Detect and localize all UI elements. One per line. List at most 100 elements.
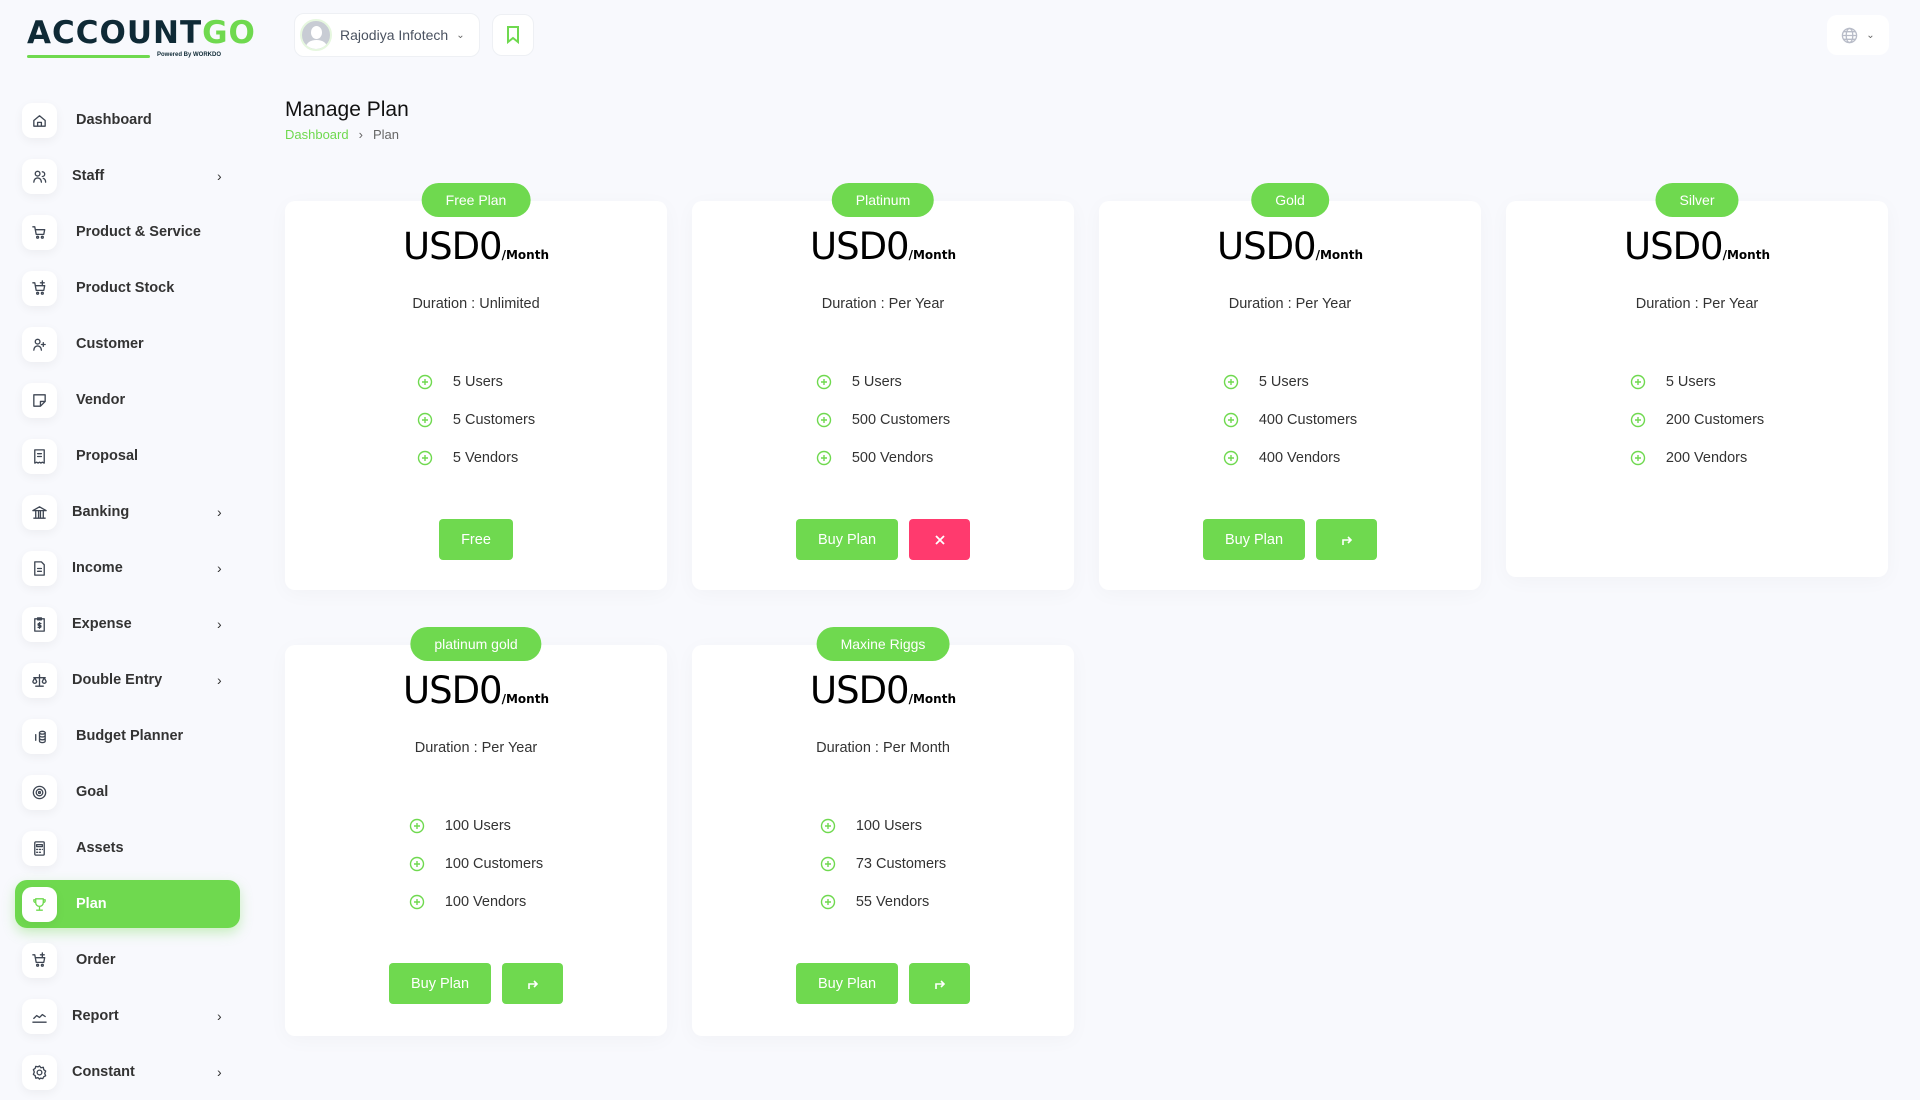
list-item: 400 Vendors [1223,439,1357,477]
plan-features: 100 Users 73 Customers 55 Vendors [692,807,1074,921]
plan-card: platinum gold USD0/Month Duration : Per … [285,627,667,1036]
list-item: 5 Users [417,363,535,401]
plan-features: 5 Users 500 Customers 500 Vendors [692,363,1074,477]
list-item: 200 Vendors [1630,439,1764,477]
calculator-icon [22,830,57,866]
plan-price: USD0/Month [403,669,549,712]
breadcrumb-current: Plan [372,127,399,142]
coins-icon [22,718,57,754]
plan-card: Silver USD0/Month Duration : Per Year 5 … [1506,183,1888,577]
sidebar-item-banking[interactable]: Banking › [0,484,250,540]
sidebar-item-label: Assets [76,840,124,856]
cancel-request-button[interactable] [909,519,971,560]
list-item: 100 Vendors [409,883,543,921]
plan-price: USD0/Month [810,669,956,712]
sidebar-item-product-stock[interactable]: Product Stock [0,260,250,316]
logo-text: ACCOUNTGO [27,15,256,51]
close-icon [934,534,945,545]
plus-circle-icon [1630,374,1666,390]
plan-features: 5 Users 5 Customers 5 Vendors [285,363,667,477]
plan-buy-plan-button[interactable]: Buy Plan [1202,519,1306,560]
send-request-button[interactable] [909,963,971,1004]
plan-free-button[interactable]: Free [439,519,513,560]
clipboard-dollar-icon [22,606,57,642]
send-request-button[interactable] [1316,519,1378,560]
plan-buy-plan-button[interactable]: Buy Plan [795,963,899,1004]
plus-circle-icon [820,818,856,834]
plan-actions: Buy Plan [692,963,1074,1004]
sidebar: Dashboard Staff › Product & Service Prod… [0,92,250,1100]
plan-features: 5 Users 400 Customers 400 Vendors [1099,363,1481,477]
sidebar-item-label: Income [72,560,123,576]
sidebar-item-label: Staff [72,168,105,184]
plus-circle-icon [1630,412,1666,428]
plan-buy-plan-button[interactable]: Buy Plan [795,519,899,560]
plan-actions: Buy Plan [285,963,667,1004]
chevron-right-icon: › [217,504,222,520]
sidebar-item-constant[interactable]: Constant › [0,1044,250,1100]
send-request-button[interactable] [502,963,564,1004]
sidebar-item-expense[interactable]: Expense › [0,596,250,652]
sidebar-item-report[interactable]: Report › [0,988,250,1044]
plan-card: Gold USD0/Month Duration : Per Year 5 Us… [1099,183,1481,590]
sidebar-item-order[interactable]: Order [0,932,250,988]
plus-circle-icon [417,412,453,428]
sidebar-item-proposal[interactable]: Proposal [0,428,250,484]
sidebar-item-label: Proposal [76,448,139,464]
user-plus-icon [22,326,57,362]
file-invoice-icon [22,550,57,586]
list-item: 5 Customers [417,401,535,439]
logo[interactable]: ACCOUNTGO Powered By WORKDO [27,15,256,58]
plan-name-badge: Platinum [831,183,935,217]
plan-buy-plan-button[interactable]: Buy Plan [388,963,492,1004]
bookmark-button[interactable] [492,14,534,56]
plan-name-badge: Gold [1251,183,1329,217]
sidebar-item-dashboard[interactable]: Dashboard [0,92,250,148]
sidebar-item-staff[interactable]: Staff › [0,148,250,204]
plan-actions: Free [285,519,667,560]
sidebar-item-label: Budget Planner [76,728,184,744]
language-button[interactable]: ⌄ [1827,15,1889,55]
sidebar-item-goal[interactable]: Goal [0,764,250,820]
chevron-down-icon: ⌄ [456,29,465,41]
plan-price: USD0/Month [1217,225,1363,268]
list-item: 200 Customers [1630,401,1764,439]
plan-price: USD0/Month [810,225,956,268]
plan-name-badge: Maxine Riggs [816,627,950,661]
sidebar-item-assets[interactable]: Assets [0,820,250,876]
cart-icon [22,214,57,250]
plus-circle-icon [1223,412,1259,428]
plan-price: USD0/Month [403,225,549,268]
sidebar-item-vendor[interactable]: Vendor [0,372,250,428]
plus-circle-icon [816,450,852,466]
list-item: 100 Users [409,807,543,845]
chevron-right-icon: › [217,168,222,184]
list-item: 500 Vendors [816,439,950,477]
company-switcher[interactable]: Rajodiya Infotech ⌄ [294,13,480,57]
note-icon [22,382,57,418]
sidebar-item-budget-planner[interactable]: Budget Planner [0,708,250,764]
sidebar-item-double-entry[interactable]: Double Entry › [0,652,250,708]
chevron-down-icon: ⌄ [1866,29,1875,41]
plan-card: Maxine Riggs USD0/Month Duration : Per M… [692,627,1074,1036]
sidebar-item-label: Goal [76,784,109,800]
plan-duration: Duration : Per Year [414,740,538,756]
sidebar-item-label: Vendor [76,392,126,408]
sidebar-item-label: Banking [72,504,130,520]
sidebar-item-plan[interactable]: Plan [0,876,250,932]
sidebar-item-label: Customer [76,336,144,352]
chart-line-icon [22,998,57,1034]
logo-powered: Powered By WORKDO [157,52,222,58]
plus-circle-icon [816,374,852,390]
breadcrumb-dashboard[interactable]: Dashboard [285,127,349,142]
list-item: 400 Customers [1223,401,1357,439]
plan-name-badge: Free Plan [421,183,531,217]
sidebar-item-customer[interactable]: Customer [0,316,250,372]
plan-card: Platinum USD0/Month Duration : Per Year … [692,183,1074,590]
company-name: Rajodiya Infotech [340,27,449,43]
trophy-icon [22,886,57,922]
sidebar-item-product-service[interactable]: Product & Service [0,204,250,260]
sidebar-item-label: Double Entry [72,672,163,688]
sidebar-item-income[interactable]: Income › [0,540,250,596]
plus-circle-icon [417,450,453,466]
